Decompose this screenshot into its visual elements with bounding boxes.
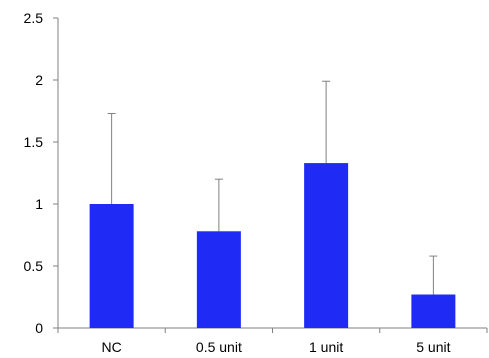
bar xyxy=(196,231,241,328)
x-tick-label: 5 unit xyxy=(416,339,450,355)
y-tick-label: 2.5 xyxy=(24,10,44,26)
bar xyxy=(411,294,456,328)
bar xyxy=(304,163,349,328)
x-tick-label: NC xyxy=(102,339,122,355)
y-tick-label: 1.5 xyxy=(24,134,44,150)
x-tick-label: 0.5 unit xyxy=(196,339,242,355)
bars xyxy=(89,163,456,328)
y-tick-label: 1 xyxy=(35,196,43,212)
y-axis-ticks: 0 0.5 1 1.5 2 2.5 xyxy=(24,10,58,336)
error-bars xyxy=(107,80,438,295)
y-tick-label: 0 xyxy=(35,320,43,336)
y-tick-label: 0.5 xyxy=(24,258,44,274)
x-tick-label: 1 unit xyxy=(309,339,343,355)
y-tick-label: 2 xyxy=(35,72,43,88)
x-axis-ticks: NC 0.5 unit 1 unit 5 unit xyxy=(57,328,488,355)
bar xyxy=(89,204,134,328)
